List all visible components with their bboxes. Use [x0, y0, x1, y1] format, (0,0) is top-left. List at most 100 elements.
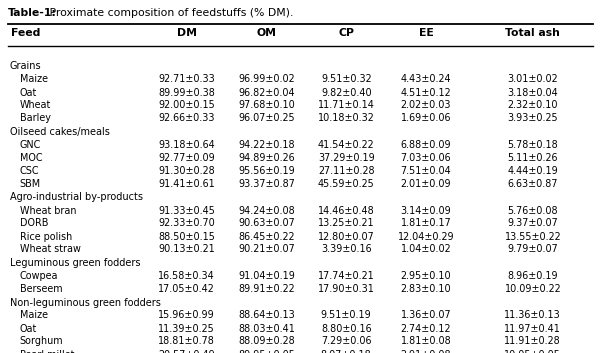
Text: 17.05±0.42: 17.05±0.42 — [158, 284, 215, 294]
Text: Wheat: Wheat — [20, 101, 51, 110]
Text: 12.80±0.07: 12.80±0.07 — [318, 232, 374, 241]
Text: Pearl millet: Pearl millet — [20, 349, 74, 353]
Text: CP: CP — [338, 28, 354, 38]
Text: Wheat bran: Wheat bran — [20, 205, 76, 215]
Text: 90.13±0.21: 90.13±0.21 — [158, 245, 215, 255]
Text: 2.91±0.08: 2.91±0.08 — [401, 349, 451, 353]
Text: 17.74±0.21: 17.74±0.21 — [318, 271, 374, 281]
Text: 3.18±0.04: 3.18±0.04 — [508, 88, 558, 97]
Text: 11.39±0.25: 11.39±0.25 — [158, 323, 215, 334]
Text: 92.77±0.09: 92.77±0.09 — [158, 153, 215, 163]
Text: CSC: CSC — [20, 166, 40, 176]
Text: Cowpea: Cowpea — [20, 271, 58, 281]
Text: 10.09±0.22: 10.09±0.22 — [505, 284, 561, 294]
Text: 4.43±0.24: 4.43±0.24 — [401, 74, 451, 84]
Text: 17.90±0.31: 17.90±0.31 — [318, 284, 374, 294]
Text: 41.54±0.22: 41.54±0.22 — [318, 140, 374, 150]
Text: 1.36±0.07: 1.36±0.07 — [401, 311, 451, 321]
Text: 12.04±0.29: 12.04±0.29 — [398, 232, 454, 241]
Text: 93.18±0.64: 93.18±0.64 — [158, 140, 215, 150]
Text: 2.74±0.12: 2.74±0.12 — [401, 323, 451, 334]
Text: 9.82±0.40: 9.82±0.40 — [321, 88, 371, 97]
Text: 37.29±0.19: 37.29±0.19 — [318, 153, 374, 163]
Text: 92.00±0.15: 92.00±0.15 — [158, 101, 215, 110]
Text: OM: OM — [256, 28, 277, 38]
Text: 1.04±0.02: 1.04±0.02 — [401, 245, 451, 255]
Text: 3.39±0.16: 3.39±0.16 — [321, 245, 371, 255]
Text: 9.37±0.07: 9.37±0.07 — [508, 219, 558, 228]
Text: 8.07±0.18: 8.07±0.18 — [321, 349, 371, 353]
Text: 20.57±0.49: 20.57±0.49 — [158, 349, 215, 353]
Text: 11.97±0.41: 11.97±0.41 — [505, 323, 561, 334]
Text: MOC: MOC — [20, 153, 43, 163]
Text: DORB: DORB — [20, 219, 48, 228]
Text: 1.69±0.06: 1.69±0.06 — [401, 114, 451, 124]
Text: 5.76±0.08: 5.76±0.08 — [508, 205, 558, 215]
Text: 1.81±0.08: 1.81±0.08 — [401, 336, 451, 347]
Text: 89.95±0.05: 89.95±0.05 — [238, 349, 295, 353]
Text: Leguminous green fodders: Leguminous green fodders — [10, 258, 140, 268]
Text: 45.59±0.25: 45.59±0.25 — [318, 179, 374, 189]
Text: 1.81±0.17: 1.81±0.17 — [401, 219, 451, 228]
Text: Wheat straw: Wheat straw — [20, 245, 80, 255]
Text: 2.01±0.09: 2.01±0.09 — [401, 179, 451, 189]
Text: 91.33±0.45: 91.33±0.45 — [158, 205, 215, 215]
Text: Maize: Maize — [20, 311, 48, 321]
Text: 94.24±0.08: 94.24±0.08 — [238, 205, 295, 215]
Text: Agro-industrial by-products: Agro-industrial by-products — [10, 192, 143, 203]
Text: 11.71±0.14: 11.71±0.14 — [318, 101, 374, 110]
Text: 96.07±0.25: 96.07±0.25 — [238, 114, 295, 124]
Text: 2.95±0.10: 2.95±0.10 — [401, 271, 451, 281]
Text: 92.71±0.33: 92.71±0.33 — [158, 74, 215, 84]
Text: DM: DM — [176, 28, 197, 38]
Text: Oilseed cakes/meals: Oilseed cakes/meals — [10, 127, 109, 137]
Text: Grains: Grains — [10, 61, 41, 72]
Text: 7.29±0.06: 7.29±0.06 — [321, 336, 371, 347]
Text: 6.88±0.09: 6.88±0.09 — [401, 140, 451, 150]
Text: 8.80±0.16: 8.80±0.16 — [321, 323, 371, 334]
Text: Oat: Oat — [20, 88, 37, 97]
Text: Sorghum: Sorghum — [20, 336, 64, 347]
Text: 11.36±0.13: 11.36±0.13 — [505, 311, 561, 321]
Text: 94.89±0.26: 94.89±0.26 — [238, 153, 295, 163]
Text: Oat: Oat — [20, 323, 37, 334]
Text: Total ash: Total ash — [505, 28, 560, 38]
Text: 8.96±0.19: 8.96±0.19 — [508, 271, 558, 281]
Text: SBM: SBM — [20, 179, 41, 189]
Text: 2.02±0.03: 2.02±0.03 — [401, 101, 451, 110]
Text: 7.03±0.06: 7.03±0.06 — [401, 153, 451, 163]
Text: GNC: GNC — [20, 140, 41, 150]
Text: 9.79±0.07: 9.79±0.07 — [508, 245, 558, 255]
Text: 4.51±0.12: 4.51±0.12 — [401, 88, 451, 97]
Text: Proximate composition of feedstuffs (% DM).: Proximate composition of feedstuffs (% D… — [46, 8, 293, 18]
Text: 90.63±0.07: 90.63±0.07 — [238, 219, 295, 228]
Text: 89.99±0.38: 89.99±0.38 — [158, 88, 215, 97]
Text: 18.81±0.78: 18.81±0.78 — [158, 336, 215, 347]
Text: 96.99±0.02: 96.99±0.02 — [238, 74, 295, 84]
Text: EE: EE — [419, 28, 433, 38]
Text: 96.82±0.04: 96.82±0.04 — [238, 88, 295, 97]
Text: 3.93±0.25: 3.93±0.25 — [508, 114, 558, 124]
Text: 5.78±0.18: 5.78±0.18 — [508, 140, 558, 150]
Text: 10.18±0.32: 10.18±0.32 — [318, 114, 374, 124]
Text: 14.46±0.48: 14.46±0.48 — [318, 205, 374, 215]
Text: 92.33±0.70: 92.33±0.70 — [158, 219, 215, 228]
Text: 86.45±0.22: 86.45±0.22 — [238, 232, 295, 241]
Text: 91.04±0.19: 91.04±0.19 — [238, 271, 295, 281]
Text: 91.41±0.61: 91.41±0.61 — [158, 179, 215, 189]
Text: 9.51±0.19: 9.51±0.19 — [321, 311, 371, 321]
Text: Table-1:: Table-1: — [8, 8, 56, 18]
Text: 94.22±0.18: 94.22±0.18 — [238, 140, 295, 150]
Text: 10.05±0.05: 10.05±0.05 — [505, 349, 561, 353]
Text: 15.96±0.99: 15.96±0.99 — [158, 311, 215, 321]
Text: Feed: Feed — [11, 28, 40, 38]
Text: 3.14±0.09: 3.14±0.09 — [401, 205, 451, 215]
Text: 88.64±0.13: 88.64±0.13 — [238, 311, 295, 321]
Text: 9.51±0.32: 9.51±0.32 — [321, 74, 371, 84]
Text: 13.25±0.21: 13.25±0.21 — [318, 219, 374, 228]
Text: 5.11±0.26: 5.11±0.26 — [508, 153, 558, 163]
Text: 88.03±0.41: 88.03±0.41 — [238, 323, 295, 334]
Text: 6.63±0.87: 6.63±0.87 — [508, 179, 558, 189]
Text: Maize: Maize — [20, 74, 48, 84]
Text: Non-leguminous green fodders: Non-leguminous green fodders — [10, 298, 160, 307]
